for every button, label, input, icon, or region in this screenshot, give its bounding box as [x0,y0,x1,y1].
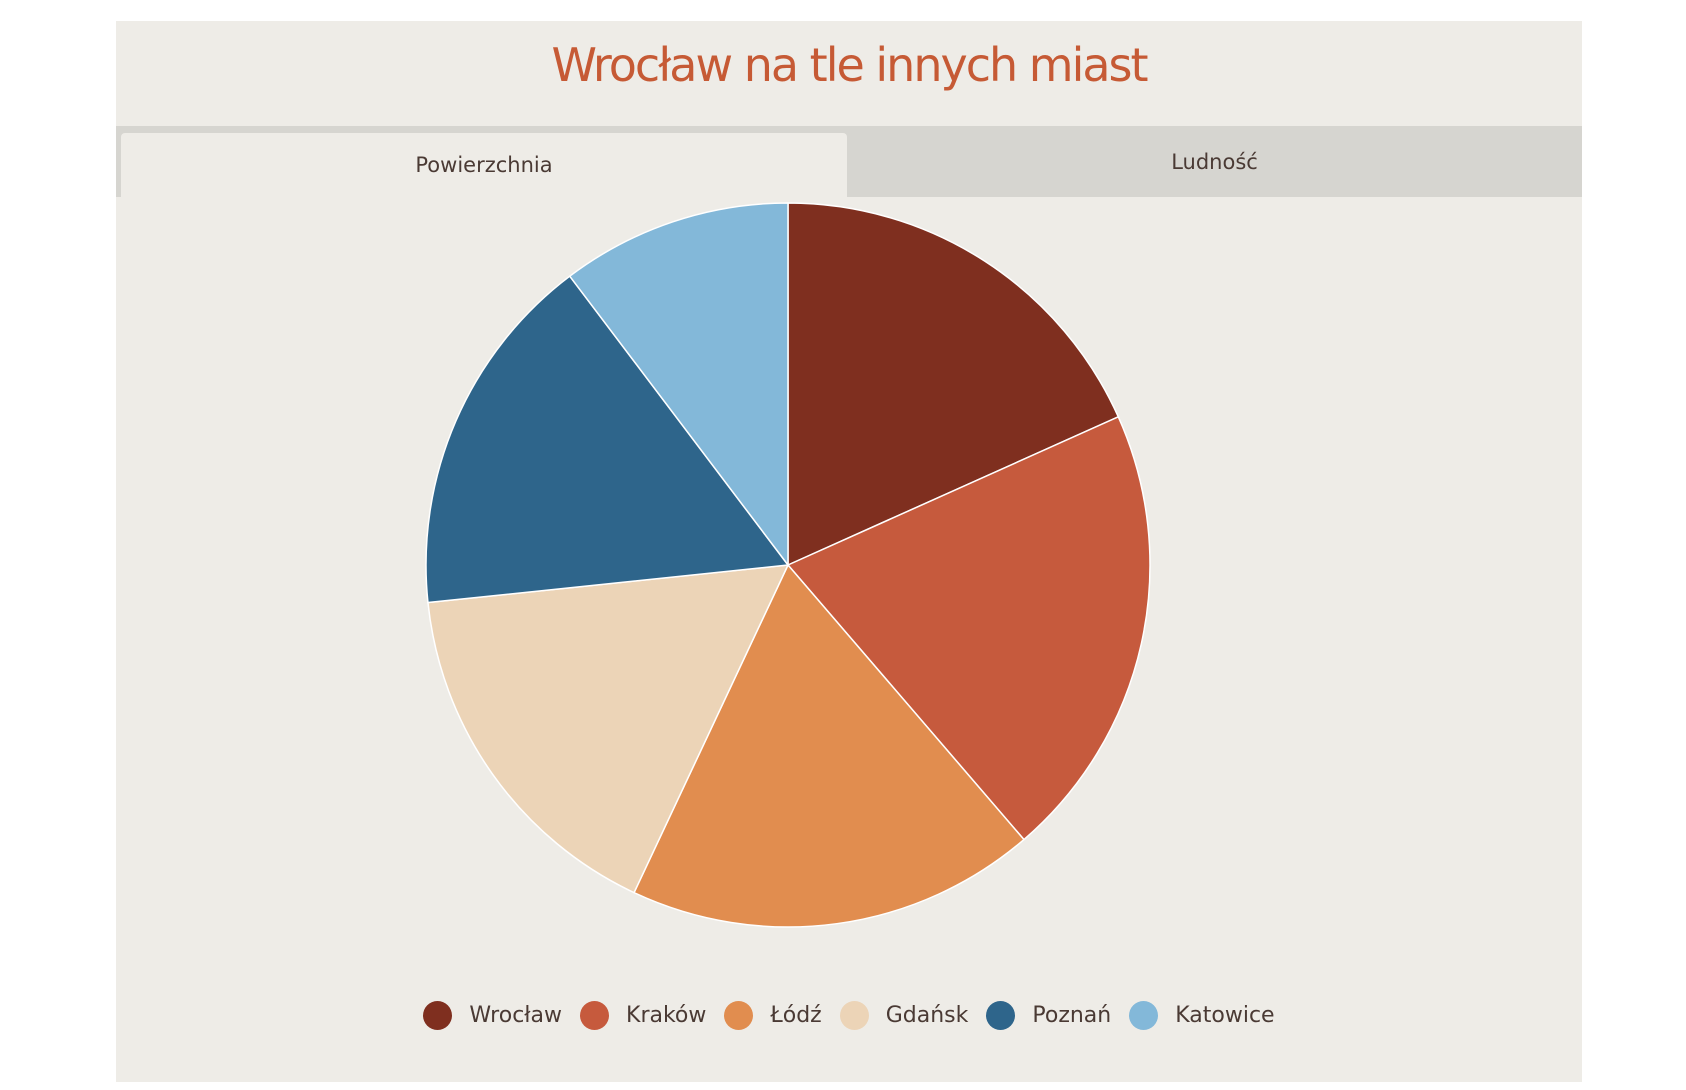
legend-swatch [986,1001,1016,1030]
legend-label: Kraków [626,1003,707,1028]
legend-swatch [423,1001,453,1030]
legend-swatch [580,1001,610,1030]
page-title: Wrocław na tle innych miast [551,38,1148,92]
pie-slice-5[interactable] [425,275,790,604]
legend-item-krakow[interactable]: Kraków [580,1001,706,1030]
legend-item-poznan[interactable]: Poznań [986,1001,1111,1030]
pie-slice-2[interactable] [786,415,1151,841]
legend-item-wroclaw[interactable]: Wrocław [423,1001,562,1030]
legend-swatch [1129,1001,1159,1030]
pie-slices [425,202,1151,928]
legend-item-katowice[interactable]: Katowice [1129,1001,1275,1030]
legend-item-gdansk[interactable]: Gdańsk [839,1001,969,1030]
pie-slice-3[interactable] [633,563,1025,928]
pie-slice-6[interactable] [568,202,789,568]
legend: Wrocław Kraków Łódź Gdańsk Poznań Katowi… [116,1001,1582,1030]
legend-label: Katowice [1175,1003,1275,1028]
pie-slice-4[interactable] [427,564,790,894]
pie-slice-1[interactable] [787,202,1120,567]
chart-panel: Wrocław na tle innych miast Powierzchnia… [116,21,1582,1082]
legend-item-lodz[interactable]: Łódź [724,1001,822,1030]
pie-chart [425,202,1151,928]
legend-label: Wrocław [469,1003,563,1028]
legend-swatch [724,1001,754,1030]
tab-bar: Powierzchnia Ludność [116,126,1582,197]
tab-powierzchnia[interactable]: Powierzchnia [121,133,847,197]
tab-ludnosc[interactable]: Ludność [847,126,1582,197]
legend-label: Łódź [770,1003,822,1028]
legend-label: Poznań [1032,1003,1112,1028]
legend-swatch [839,1001,869,1030]
legend-label: Gdańsk [885,1003,969,1028]
